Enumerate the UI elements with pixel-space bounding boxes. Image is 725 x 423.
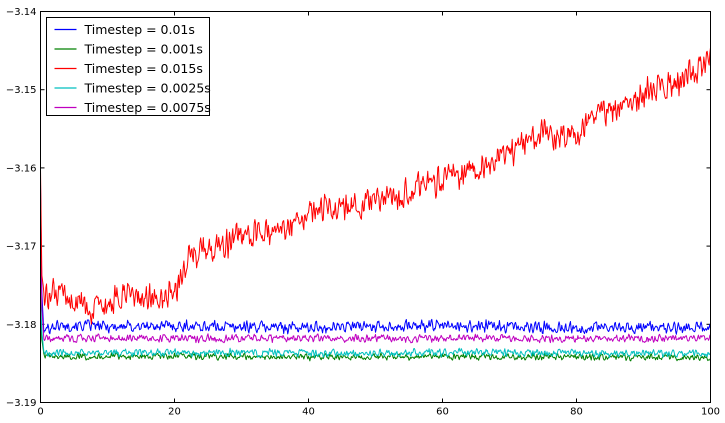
series-line-0 [40, 183, 711, 335]
y-tick-label: −3.15 [6, 85, 37, 96]
legend-entry: Timestep = 0.0075s [54, 100, 211, 115]
series-line-4 [40, 230, 711, 344]
legend-entry: Timestep = 0.01s [54, 22, 195, 37]
legend-label: Timestep = 0.0025s [84, 81, 211, 96]
x-tick-label: 0 [37, 407, 43, 418]
legend-label: Timestep = 0.01s [84, 22, 195, 37]
series-line-3 [40, 293, 711, 359]
y-tick-label: −3.19 [6, 398, 37, 409]
legend-label: Timestep = 0.015s [84, 61, 203, 76]
x-tick-label: 80 [570, 407, 583, 418]
y-tick-label: −3.14 [6, 7, 37, 18]
legend-box [46, 17, 210, 116]
y-tick-labels: −3.19 −3.18 −3.17 −3.16 −3.15 −3.14 [6, 7, 37, 409]
legend-entry: Timestep = 0.001s [54, 42, 203, 57]
plot-area-frame [40, 11, 711, 403]
legend-entry: Timestep = 0.0025s [54, 81, 211, 96]
x-tick-labels: 0 20 40 60 80 100 [37, 407, 720, 418]
y-tick-label: −3.18 [6, 320, 37, 331]
y-tick-label: −3.16 [6, 163, 37, 174]
series-line-1 [40, 308, 711, 362]
x-tick-label: 40 [302, 407, 315, 418]
legend-label: Timestep = 0.001s [84, 42, 203, 57]
series-lines [40, 47, 711, 362]
x-tick-label: 20 [168, 407, 181, 418]
x-tick-label: 60 [436, 407, 449, 418]
series-line-2 [40, 47, 711, 325]
x-tick-label: 100 [701, 407, 720, 418]
y-tick-label: −3.17 [6, 242, 37, 253]
legend-entry: Timestep = 0.015s [54, 61, 203, 76]
legend: Timestep = 0.01s Timestep = 0.001s Timeste… [46, 17, 211, 116]
legend-label: Timestep = 0.0075s [84, 100, 211, 115]
